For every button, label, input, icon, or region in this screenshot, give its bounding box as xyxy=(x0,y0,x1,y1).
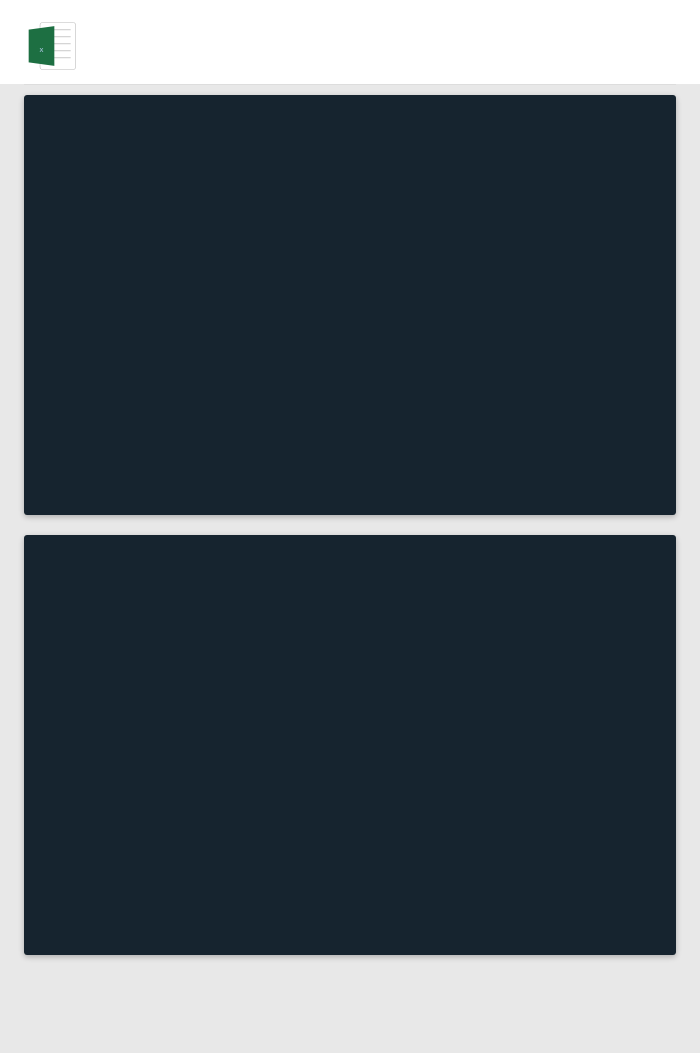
dashboard-preview-1 xyxy=(24,95,676,515)
svg-text:X: X xyxy=(40,48,44,54)
dashboard-preview-2 xyxy=(24,535,676,955)
header: X xyxy=(0,0,700,84)
dashboards xyxy=(0,95,700,979)
excel-icon: X xyxy=(24,18,80,74)
divider xyxy=(24,84,676,85)
title-block xyxy=(94,44,676,48)
